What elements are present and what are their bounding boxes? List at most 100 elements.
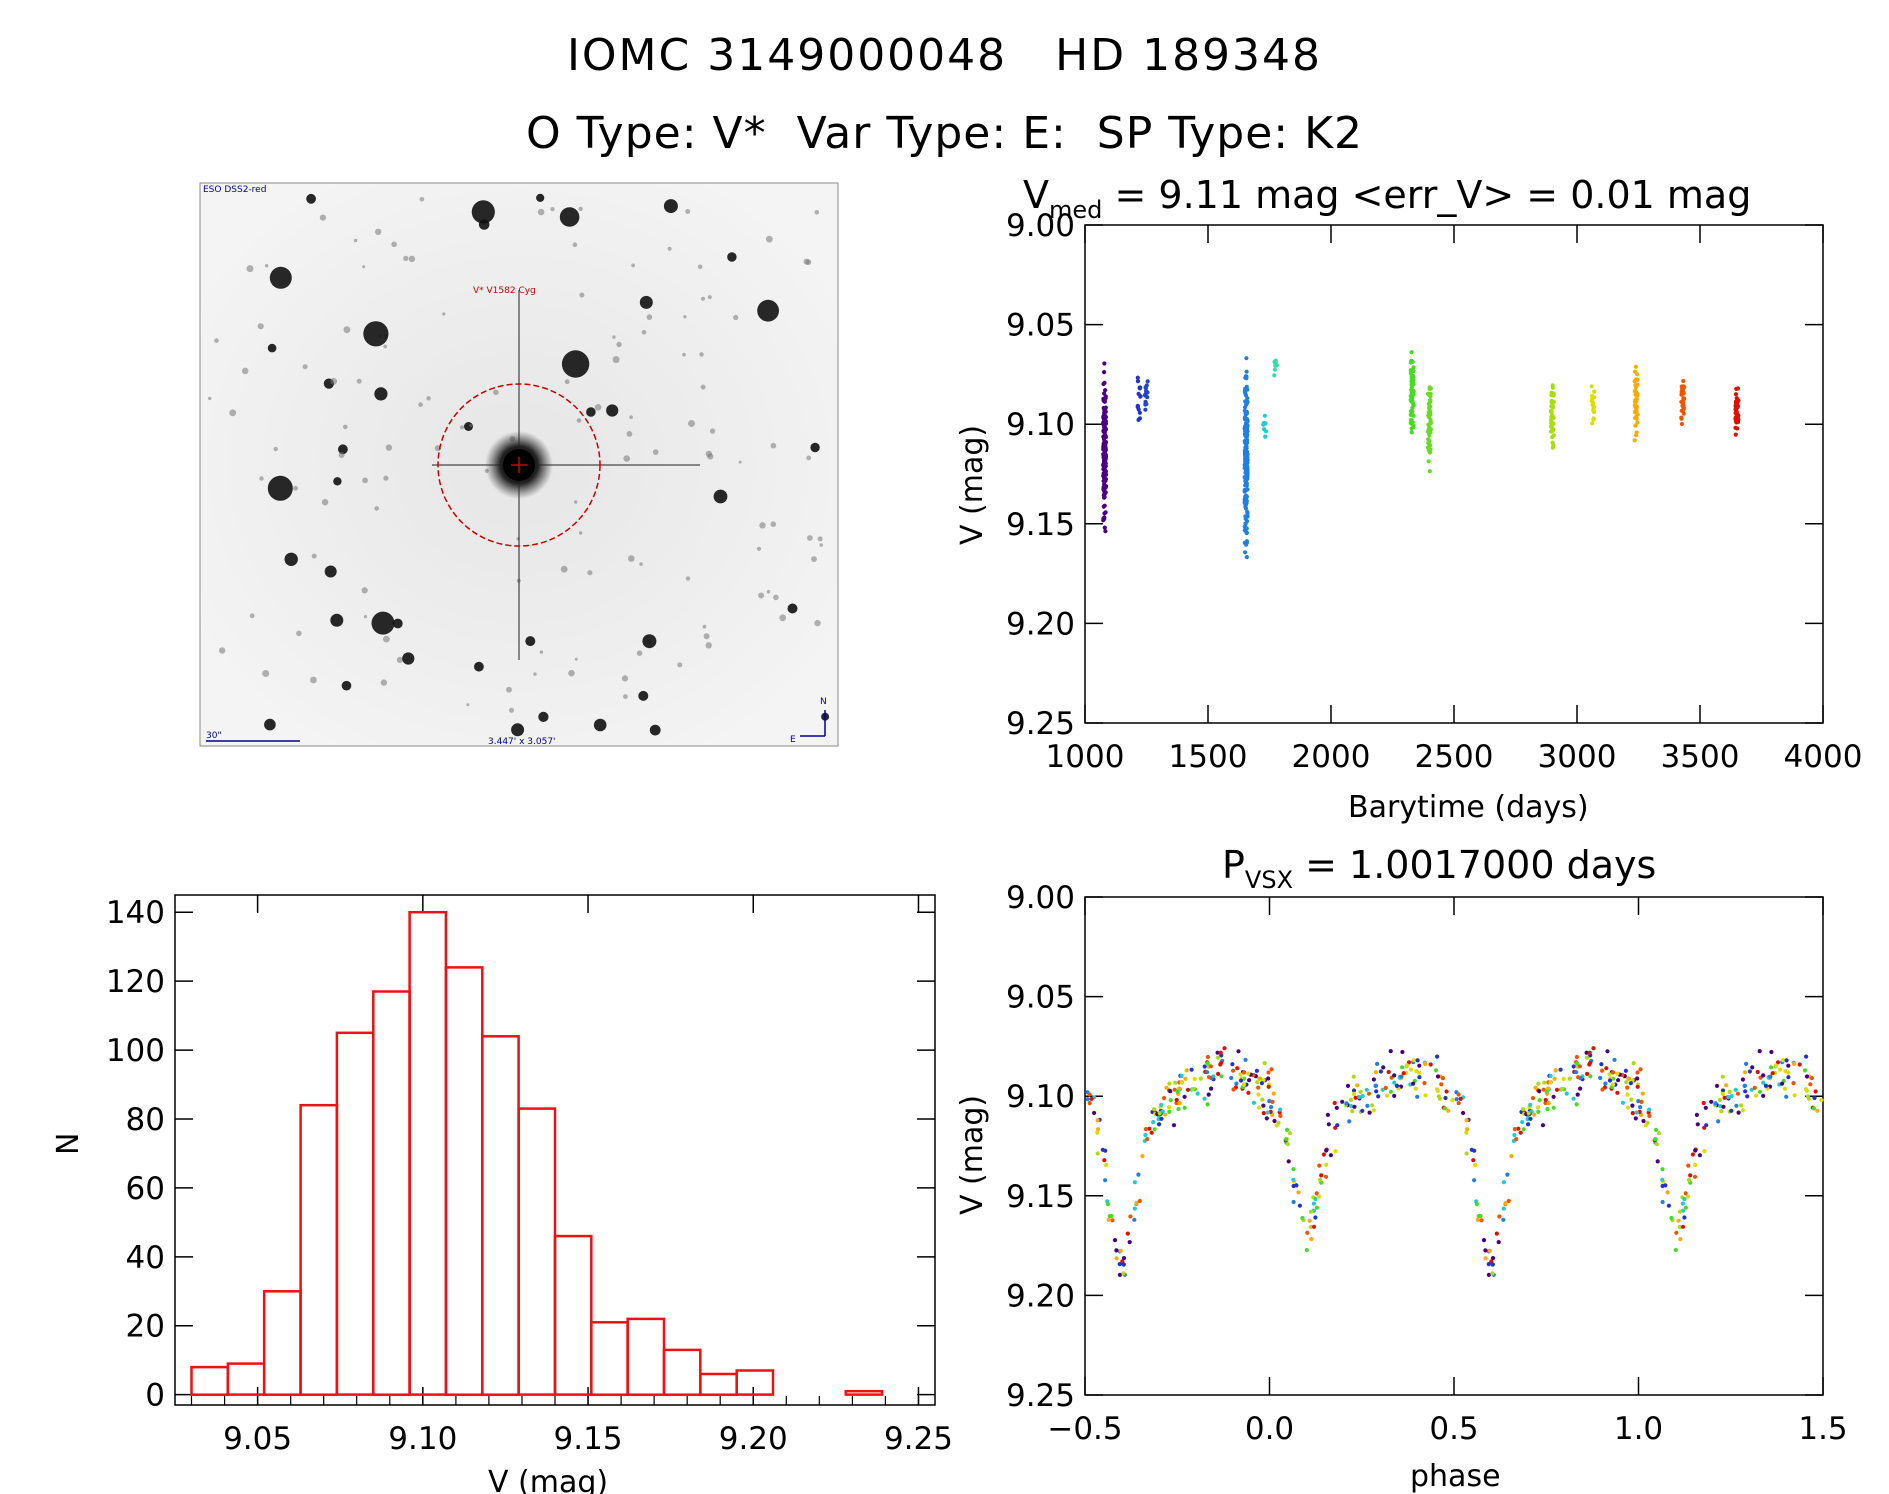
phased-point xyxy=(1392,1093,1397,1098)
phased-point xyxy=(1588,1074,1593,1079)
ytick-label: 140 xyxy=(106,895,165,931)
lightcurve-point xyxy=(1682,405,1687,411)
lightcurve-point xyxy=(1135,405,1140,410)
lightcurve-point xyxy=(1735,414,1741,420)
lightcurve-point xyxy=(1102,495,1107,500)
xtick-label: 4000 xyxy=(1784,739,1863,775)
phased-point xyxy=(1269,1067,1274,1072)
phased-point xyxy=(1520,1120,1525,1125)
phased-point xyxy=(1266,1070,1271,1075)
phased-point xyxy=(1542,1080,1547,1085)
phased-point xyxy=(1373,1083,1379,1088)
lightcurve-point xyxy=(1427,449,1432,454)
phased-point xyxy=(1143,1132,1148,1138)
phased-point xyxy=(1604,1066,1609,1071)
sky-star xyxy=(249,613,255,619)
phased-point xyxy=(1584,1055,1590,1060)
lightcurve-point xyxy=(1426,459,1431,464)
sky-star xyxy=(214,338,219,343)
phased-point xyxy=(1584,1050,1589,1055)
phased-point xyxy=(1230,1062,1235,1067)
phased-point xyxy=(1314,1205,1319,1210)
sky-star xyxy=(709,428,716,434)
sky-star xyxy=(338,444,348,455)
phased-point xyxy=(1490,1256,1496,1261)
xtick-label: 3000 xyxy=(1538,739,1617,775)
phased-point xyxy=(1464,1118,1469,1123)
sky-star xyxy=(353,238,358,243)
phased-point xyxy=(1202,1064,1207,1069)
phased-point xyxy=(1243,1057,1248,1062)
phased-point xyxy=(1808,1082,1813,1087)
phased-point xyxy=(1724,1083,1729,1088)
phased-point xyxy=(1735,1091,1741,1096)
lightcurve-point xyxy=(1733,392,1739,397)
ytick-label: 9.00 xyxy=(1006,208,1075,244)
phased-point xyxy=(1192,1076,1197,1082)
lightcurve-point xyxy=(1145,379,1150,384)
phased-point xyxy=(1307,1218,1312,1223)
phased-point xyxy=(1168,1089,1173,1094)
phased-point xyxy=(1755,1069,1760,1075)
sky-star xyxy=(525,636,536,647)
phased-point xyxy=(1218,1050,1223,1055)
phased-point xyxy=(1786,1063,1791,1068)
ytick-label: 9.05 xyxy=(1006,308,1075,344)
phased-point xyxy=(1423,1093,1428,1098)
sky-star xyxy=(324,565,337,578)
sky-star xyxy=(770,442,777,449)
sky-star xyxy=(807,535,813,541)
sky-star xyxy=(362,265,366,269)
lightcurve-point xyxy=(1138,394,1143,399)
phased-point xyxy=(1278,1107,1283,1112)
phased-point xyxy=(1109,1213,1114,1219)
phased-point xyxy=(1688,1173,1693,1178)
ytick-label: 120 xyxy=(106,964,165,1000)
lightcurve-point xyxy=(1242,405,1248,410)
phased-axes-frame xyxy=(1084,896,1824,1396)
lightcurve-point xyxy=(1263,434,1268,439)
phased-title-sub: VSX xyxy=(1245,866,1293,894)
phased-point xyxy=(1114,1256,1119,1261)
phased-point xyxy=(1297,1203,1302,1208)
lightcurve-point xyxy=(1243,421,1249,426)
phased-point xyxy=(1676,1218,1681,1223)
lightcurve-point xyxy=(1682,396,1687,401)
phased-point xyxy=(1182,1105,1187,1110)
phased-point xyxy=(1215,1050,1220,1055)
phased-point xyxy=(1314,1191,1319,1196)
phased-point xyxy=(1209,1086,1214,1091)
phased-point xyxy=(1501,1180,1506,1185)
phased-point xyxy=(1333,1149,1338,1154)
sky-star xyxy=(241,367,249,375)
phased-point xyxy=(1317,1194,1322,1199)
phased-point xyxy=(1464,1130,1469,1135)
phased-point xyxy=(1296,1190,1301,1195)
phased-point xyxy=(1610,1082,1616,1087)
phased-point xyxy=(1783,1069,1788,1074)
phased-point xyxy=(1324,1162,1329,1167)
phased-point xyxy=(1114,1248,1119,1253)
phased-point xyxy=(1404,1063,1409,1068)
phased-point xyxy=(1286,1159,1291,1164)
phased-point xyxy=(1813,1089,1818,1094)
lightcurve-point xyxy=(1245,487,1250,492)
phased-point xyxy=(1380,1087,1385,1092)
phased-point xyxy=(1284,1137,1289,1142)
phased-point xyxy=(1247,1078,1252,1083)
phased-point xyxy=(1464,1151,1469,1156)
phased-point xyxy=(1804,1088,1809,1093)
phased-point xyxy=(1791,1081,1796,1086)
lightcurve-point xyxy=(1428,398,1433,403)
phased-point xyxy=(1208,1064,1213,1069)
phased-point xyxy=(1551,1105,1556,1110)
sky-star xyxy=(682,352,686,357)
phased-point xyxy=(1367,1110,1372,1115)
phased-point xyxy=(1548,1073,1553,1079)
sky-star xyxy=(311,553,317,559)
lightcurve-point xyxy=(1409,358,1414,363)
histogram-bar xyxy=(553,1234,593,1396)
sky-star xyxy=(269,266,292,289)
phased-point xyxy=(1638,1105,1643,1110)
phased-point xyxy=(1819,1098,1824,1103)
